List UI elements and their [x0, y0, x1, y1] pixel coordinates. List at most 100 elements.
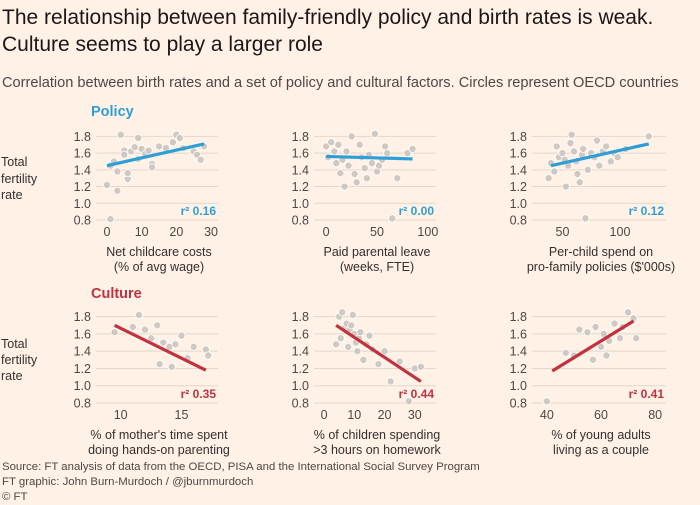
- panel-5-point: [386, 377, 395, 386]
- panel-4-ytick-label: 0.8: [74, 397, 91, 411]
- panel-6-ytick-label: 1.4: [510, 345, 527, 359]
- panel-1-point: [130, 143, 139, 152]
- panel-3-point: [583, 165, 592, 174]
- side-ylabel-row2-line1: Total: [1, 337, 27, 351]
- panel-6-ytick-label: 1.0: [510, 379, 527, 393]
- panel-3-point: [602, 142, 611, 151]
- panel-5-trend-line: [335, 323, 422, 383]
- panel-1-point: [196, 155, 205, 164]
- panel-6-point: [591, 322, 600, 331]
- panel-5-point: [356, 328, 365, 337]
- panel-4-point: [177, 331, 186, 340]
- panel-2-point: [336, 169, 345, 178]
- panel-4-point: [128, 322, 137, 331]
- panel-2-point: [350, 169, 359, 178]
- panel-5-xlabel-line1: % of children spending: [314, 428, 441, 442]
- panel-4-point: [167, 362, 176, 371]
- chart-subtitle: Correlation between birth rates and a se…: [2, 75, 679, 91]
- panel-2-xtick-label: 0: [323, 225, 330, 239]
- panel-5-ytick-label: 1.8: [292, 310, 309, 324]
- panel-5-point: [347, 321, 356, 330]
- panel-1-point: [106, 215, 115, 224]
- panel-6-point: [597, 342, 606, 351]
- panel-1-point: [116, 130, 125, 139]
- panel-6-xtick-label: 60: [594, 408, 608, 422]
- panel-4-point: [171, 340, 180, 349]
- panel-3-point: [592, 136, 601, 145]
- panel-5-point: [344, 342, 353, 351]
- panel-2-xlabel-line1: Paid parental leave: [323, 245, 430, 259]
- panel-2-point: [367, 159, 376, 168]
- panel-6-xlabel-line2: living as a couple: [553, 443, 649, 457]
- panel-2-ytick-label: 1.2: [292, 180, 309, 194]
- panel-3-ytick-label: 1.2: [510, 180, 527, 194]
- panel-2-point: [344, 161, 353, 170]
- panel-1-point: [154, 142, 163, 151]
- panel-2-point: [362, 174, 371, 183]
- panel-4-xlabel-line1: % of mother's time spent: [90, 428, 228, 442]
- panel-5-point: [380, 347, 389, 356]
- panel-2-ytick-label: 1.0: [292, 197, 309, 211]
- panel-3-xtick-label: 100: [610, 225, 631, 239]
- panel-3-ytick-label: 1.6: [510, 147, 527, 161]
- panel-6-xtick-label: 80: [648, 408, 662, 422]
- panel-2-xtick-label: 50: [370, 225, 384, 239]
- panel-1-point: [175, 134, 184, 143]
- panel-6-xtick-label: 40: [540, 408, 554, 422]
- panel-3-ytick-label: 1.8: [510, 130, 527, 144]
- footer: Source: FT analysis of data from the OEC…: [2, 460, 480, 505]
- panel-6-point: [610, 319, 619, 328]
- panel-5: [314, 308, 436, 406]
- panel-2-point: [347, 132, 356, 141]
- panel-4-ytick-label: 1.0: [74, 379, 91, 393]
- panel-3-trend-line: [550, 142, 650, 168]
- panel-6-ytick-label: 0.8: [510, 397, 527, 411]
- panel-4-ytick-label: 1.2: [74, 362, 91, 376]
- panel-3-ytick-label: 0.8: [510, 214, 527, 228]
- side-ylabel-row1-line2: fertility: [1, 172, 38, 186]
- panel-6-point: [602, 351, 611, 360]
- panel-1-point: [168, 138, 177, 147]
- panel-4-xtick-label: 15: [175, 408, 189, 422]
- panel-4-r2-label: r² 0.35: [181, 387, 217, 401]
- panel-5-ytick-label: 1.0: [292, 379, 309, 393]
- panel-2-point: [403, 149, 412, 158]
- panel-5-point: [395, 357, 404, 366]
- panel-5-xtick-label: 10: [347, 408, 361, 422]
- source-note: Source: FT analysis of data from the OEC…: [2, 461, 480, 473]
- copyright: © FT: [2, 491, 28, 503]
- panel-4-point: [110, 328, 119, 337]
- panel-3-point: [573, 169, 582, 178]
- panel-6-ytick-label: 1.6: [510, 327, 527, 341]
- panel-3-point: [544, 174, 553, 183]
- panel-3-point: [569, 147, 578, 156]
- panel-4-point: [141, 325, 150, 334]
- panel-5-point: [365, 331, 374, 340]
- panel-6-point: [542, 397, 551, 406]
- panel-5-ytick-label: 1.2: [292, 362, 309, 376]
- panel-3: [532, 130, 666, 223]
- panel-2-xlabel-line2: (weeks, FTE): [340, 260, 414, 274]
- panel-1-ytick-label: 0.8: [74, 214, 91, 228]
- panel-3-point: [567, 130, 576, 139]
- panel-3-point: [561, 182, 570, 191]
- panel-1-ytick-label: 1.6: [74, 147, 91, 161]
- panel-5-point: [332, 340, 341, 349]
- panel-5-point: [416, 362, 425, 371]
- panel-4-point: [159, 338, 168, 347]
- side-ylabel-row2-line2: fertility: [1, 353, 38, 367]
- panel-2-point: [408, 144, 417, 153]
- group-label-culture: Culture: [91, 286, 142, 302]
- panel-5-xtick-label: 30: [408, 408, 422, 422]
- panel-1-point: [120, 150, 129, 159]
- panel-5-xtick-label: 20: [378, 408, 392, 422]
- panel-6: [532, 308, 666, 406]
- panel-3-r2-label: r² 0.12: [629, 204, 665, 218]
- panel-2-trend-line: [326, 154, 413, 161]
- panel-6-point: [615, 334, 624, 343]
- graphic-credit: FT graphic: John Burn-Murdoch / @jburnmu…: [2, 476, 254, 488]
- panel-4-point: [153, 321, 162, 330]
- panel-2-point: [393, 174, 402, 183]
- panel-5-xlabel-line2: >3 hours on homework: [313, 443, 441, 457]
- panel-1-xtick-label: 20: [169, 225, 183, 239]
